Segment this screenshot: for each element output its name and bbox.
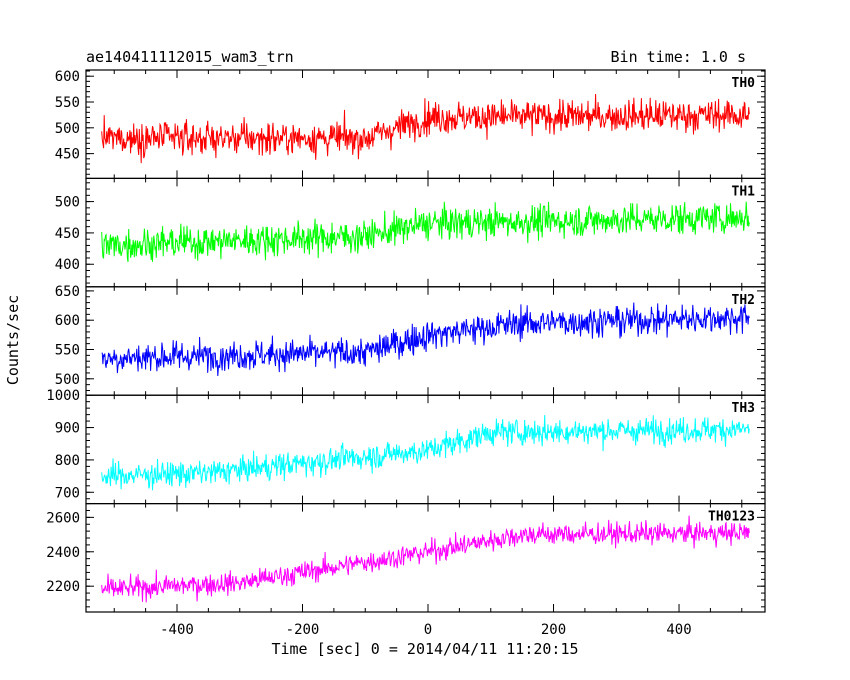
x-tick-label: -200 <box>286 622 320 638</box>
y-tick-label: 2600 <box>46 510 80 526</box>
y-tick-label: 500 <box>55 195 80 211</box>
x-tick-label: 200 <box>541 622 566 638</box>
panel-frame <box>85 503 766 613</box>
panel-frame <box>85 394 766 505</box>
series-th0 <box>101 93 750 164</box>
panel-frame <box>85 286 766 396</box>
panel-th0: 450 500 550 600 TH0 <box>55 69 766 180</box>
panel-th0123: 2200 2400 2600 TH0123 <box>46 503 766 613</box>
y-tick-label: 500 <box>55 121 80 137</box>
y-tick-label: 600 <box>55 69 80 85</box>
series-th3 <box>101 415 750 491</box>
x-tick-label: -400 <box>160 622 194 638</box>
y-tick-label: 800 <box>55 453 80 469</box>
y-tick-label: 700 <box>55 485 80 501</box>
y-tick-label: 550 <box>55 95 80 111</box>
x-tick-label: 0 <box>424 622 432 638</box>
panel-label-th1: TH1 <box>732 184 756 199</box>
panel-label-th3: TH3 <box>732 401 755 416</box>
y-tick-label: 900 <box>55 421 80 437</box>
x-tick-label: 400 <box>666 622 691 638</box>
chart-title: ae140411112015_wam3_trn <box>86 48 294 66</box>
y-tick-label: 550 <box>55 342 80 358</box>
panel-th1: 400 450 500 TH1 <box>55 177 766 288</box>
x-axis-tick-labels: -400 -200 0 200 400 <box>160 622 692 638</box>
panel-label-th0123: TH0123 <box>708 510 755 525</box>
panel-label-th0: TH0 <box>732 76 756 91</box>
y-axis-label: Counts/sec <box>4 295 22 385</box>
y-tick-label: 500 <box>55 372 80 388</box>
panel-th3: 700 800 900 1000 TH3 <box>46 388 766 505</box>
y-tick-label: 600 <box>55 313 80 329</box>
y-tick-label: 400 <box>55 257 80 273</box>
panel-label-th2: TH2 <box>732 293 755 308</box>
y-tick-label: 1000 <box>46 388 80 404</box>
series-th2 <box>101 302 750 377</box>
x-axis-label: Time [sec] 0 = 2014/04/11 11:20:15 <box>271 640 578 658</box>
bin-time-label: Bin time: 1.0 s <box>611 48 746 66</box>
series-th0123 <box>101 515 750 603</box>
series-th1 <box>101 201 750 263</box>
y-tick-label: 2200 <box>46 579 80 595</box>
y-tick-label: 2400 <box>46 545 80 561</box>
panels: 450 500 550 600 TH0 400 450 500 TH1 500 550 600 650 T… <box>46 69 766 613</box>
y-tick-label: 450 <box>55 147 80 163</box>
y-tick-label: 450 <box>55 226 80 242</box>
panel-th2: 500 550 600 650 TH2 <box>55 284 766 396</box>
y-tick-label: 650 <box>55 284 80 300</box>
